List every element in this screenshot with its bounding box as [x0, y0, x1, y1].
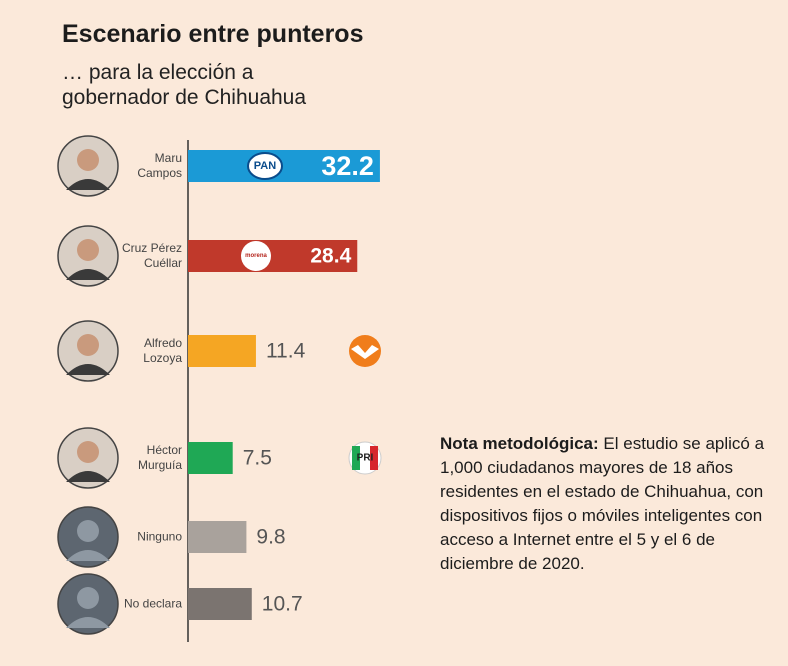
value-label: 9.8	[256, 526, 285, 549]
avatar-body	[66, 179, 110, 190]
value-label: 10.7	[262, 593, 303, 616]
avatar-head	[77, 587, 99, 609]
chart-subtitle: … para la elección a gobernador de Chihu…	[62, 61, 307, 109]
avatar-head	[77, 520, 99, 542]
avatar	[57, 135, 119, 197]
category-label: Héctor Murguía	[137, 443, 182, 472]
bar	[188, 588, 252, 620]
note: Nota metodológica: El estudio se aplicó …	[440, 432, 765, 576]
category-label: Alfredo Lozoya	[143, 336, 182, 365]
avatar	[57, 427, 119, 489]
avatar-body	[66, 550, 110, 561]
avatar	[57, 320, 119, 382]
category-label: Ninguno	[137, 529, 182, 544]
bar	[188, 521, 247, 553]
bar	[188, 442, 233, 474]
party-logo	[247, 152, 283, 180]
party-logo-bird	[351, 345, 379, 359]
bar	[188, 335, 256, 367]
note-heading: Nota metodológica:	[440, 434, 599, 453]
bar	[188, 240, 358, 272]
avatar-head	[77, 334, 99, 356]
party-label: PRI	[357, 453, 374, 464]
avatar-body	[66, 269, 110, 280]
avatar-body	[66, 364, 110, 375]
category-label: Maru Campos	[137, 151, 182, 180]
party-label: morena	[245, 253, 267, 259]
avatar-head	[77, 239, 99, 261]
party-logo-red	[370, 446, 378, 470]
value-label: 7.5	[243, 447, 272, 470]
chart-title: Escenario entre punteros	[62, 20, 364, 48]
avatar-body	[66, 471, 110, 482]
avatar	[57, 506, 119, 568]
avatar	[57, 225, 119, 287]
party-logo	[241, 241, 271, 271]
avatar-body	[66, 617, 110, 628]
category-label: Cruz Pérez Cuéllar	[121, 241, 182, 270]
party-logo	[349, 335, 381, 367]
party-label: PAN	[254, 160, 276, 172]
value-label: 11.4	[266, 340, 306, 363]
avatar	[57, 573, 119, 635]
note-body: El estudio se aplicó a 1,000 ciudadanos …	[440, 434, 765, 573]
value-label: 28.4	[310, 245, 351, 268]
party-logo-green	[352, 446, 360, 470]
avatar-head	[77, 149, 99, 171]
bar	[188, 150, 380, 182]
category-label: No declara	[123, 596, 182, 611]
value-label: 32.2	[321, 151, 374, 181]
avatar-head	[77, 441, 99, 463]
